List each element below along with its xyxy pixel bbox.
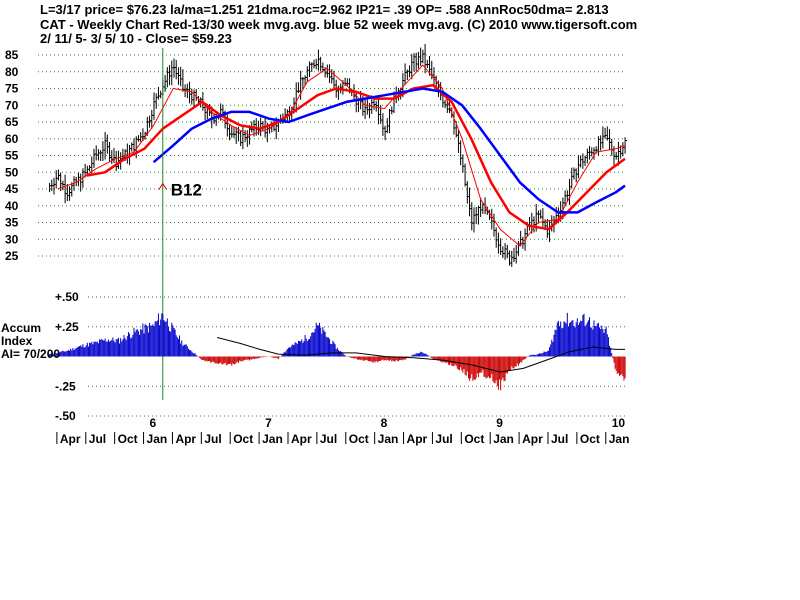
month-tick-label: Jul <box>204 432 221 446</box>
price-y-axis: 85 80 75 70 65 60 55 50 45 40 35 30 25 <box>5 48 19 263</box>
signal-arrow <box>158 182 168 190</box>
month-tick-label: Apr <box>522 432 543 446</box>
indicator-tick-label: +.25 <box>55 320 79 334</box>
y-tick-label: 40 <box>5 199 19 213</box>
month-tick-label: Jul <box>435 432 452 446</box>
accum-index-label: Index <box>1 334 33 348</box>
time-axis: 6 7 8 9 10 Apr Jul Oct Jan Apr Jul Oct Jan Apr Jul Oct J… <box>56 416 630 446</box>
y-tick-label: 35 <box>5 216 19 230</box>
month-tick-label: Apr <box>60 432 81 446</box>
accum-index-ma-line <box>216 337 625 373</box>
y-tick-label: 45 <box>5 182 19 196</box>
month-tick-label: Oct <box>233 432 253 446</box>
red-30-week-ma-line <box>86 83 626 231</box>
indicator-tick-label: -.50 <box>55 409 76 423</box>
signal-label: B12 <box>171 181 202 200</box>
month-tick-label: Oct <box>580 432 600 446</box>
header-date-range: 2/ 11/ 5- 3/ 5/ 10 - Close= $59.23 <box>40 31 232 46</box>
month-tick-label: Oct <box>118 432 138 446</box>
year-tick-label: 9 <box>496 416 503 430</box>
y-tick-label: 65 <box>5 115 19 129</box>
year-tick-label: 6 <box>150 416 157 430</box>
month-tick-label: Jan <box>378 432 399 446</box>
y-tick-label: 80 <box>5 65 19 79</box>
blue-52-week-ma-line <box>152 87 626 214</box>
header-stats-line: L=3/17 price= $76.23 la/ma=1.251 21dma.r… <box>40 2 609 17</box>
month-tick-label: Jan <box>262 432 283 446</box>
accum-index-label: Accum <box>1 321 41 335</box>
month-tick-label: Jan <box>493 432 514 446</box>
y-tick-label: 85 <box>5 48 19 62</box>
month-tick-label: Jan <box>609 432 630 446</box>
month-tick-label: Jan <box>147 432 168 446</box>
indicator-tick-label: +.50 <box>55 290 79 304</box>
y-tick-label: 70 <box>5 98 19 112</box>
y-tick-label: 30 <box>5 232 19 246</box>
price-grid <box>38 54 625 257</box>
month-tick-label: Jul <box>320 432 337 446</box>
month-tick-label: Oct <box>349 432 369 446</box>
month-tick-label: Oct <box>464 432 484 446</box>
month-tick-label: Apr <box>291 432 312 446</box>
accum-index-bars <box>49 312 626 391</box>
y-tick-label: 55 <box>5 149 19 163</box>
indicator-grid <box>88 296 625 417</box>
moving-average-lines <box>57 64 626 247</box>
y-tick-label: 25 <box>5 249 19 263</box>
red-13-week-ma-line <box>57 64 626 247</box>
year-tick-label: 10 <box>612 416 626 430</box>
y-tick-label: 75 <box>5 82 19 96</box>
year-tick-label: 7 <box>265 416 272 430</box>
header-chart-description: CAT - Weekly Chart Red-13/30 week mvg.av… <box>40 17 638 32</box>
y-tick-label: 60 <box>5 132 19 146</box>
y-tick-label: 50 <box>5 165 19 179</box>
month-tick-label: Apr <box>175 432 196 446</box>
year-tick-label: 8 <box>381 416 388 430</box>
month-tick-label: Jul <box>551 432 568 446</box>
indicator-tick-label: -.25 <box>55 379 76 393</box>
accum-index-label: AI= 70/200 <box>1 347 60 361</box>
price-bars <box>49 44 628 267</box>
accum-ma-line <box>216 337 625 373</box>
month-tick-label: Apr <box>407 432 428 446</box>
month-tick-label: Jul <box>89 432 106 446</box>
